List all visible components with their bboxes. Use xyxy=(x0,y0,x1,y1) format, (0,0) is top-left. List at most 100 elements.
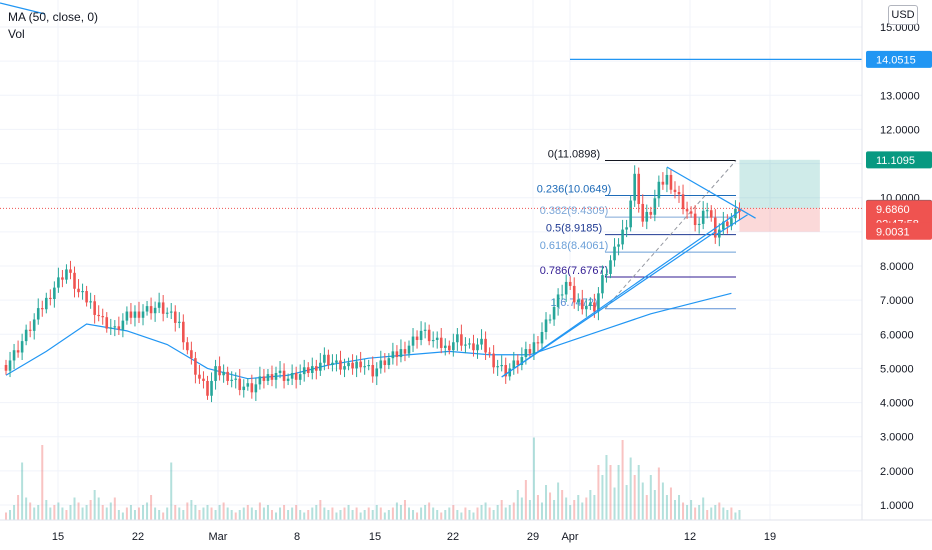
volume-bar xyxy=(516,490,519,520)
volume-bar xyxy=(718,502,721,520)
candle-body xyxy=(452,342,455,351)
candle-body xyxy=(347,362,350,367)
candle-body xyxy=(524,349,528,358)
candle-body xyxy=(464,344,467,346)
candle-body xyxy=(641,203,645,222)
time-tick-label: 12 xyxy=(684,531,696,543)
candle-body xyxy=(109,327,113,329)
candle-body xyxy=(8,360,12,371)
volume-bar xyxy=(496,505,499,520)
volume-bar xyxy=(303,512,306,520)
volume-bar xyxy=(545,485,548,520)
volume-bar xyxy=(154,507,157,520)
candle-body xyxy=(435,337,439,340)
volume-bar xyxy=(158,510,161,520)
volume-bar xyxy=(532,437,535,520)
volume-bar xyxy=(250,507,253,520)
volume-bar xyxy=(121,512,124,520)
candle-body xyxy=(173,311,177,323)
volume-indicator-label[interactable]: Vol xyxy=(8,27,25,41)
candle-body xyxy=(28,329,32,331)
candle-body xyxy=(621,229,624,245)
candle-body xyxy=(24,329,28,342)
volume-bar xyxy=(355,507,358,520)
price-axis[interactable]: 15.000014.000013.000012.000011.000010.00… xyxy=(861,0,932,550)
volume-bar xyxy=(472,512,475,520)
volume-bar xyxy=(412,510,415,520)
currency-button[interactable]: USD xyxy=(888,5,918,25)
candle-body xyxy=(129,311,133,318)
volume-bar xyxy=(492,510,495,520)
candle-body xyxy=(274,372,278,380)
candle-body xyxy=(61,277,64,280)
candle-body xyxy=(613,246,616,261)
volume-bar xyxy=(468,510,471,520)
volume-bar xyxy=(113,497,116,520)
volume-bar xyxy=(444,510,447,520)
candle-body xyxy=(419,330,423,340)
volume-bar xyxy=(645,495,648,520)
candle-body xyxy=(165,312,169,314)
volume-bar xyxy=(637,465,640,520)
candle-body xyxy=(520,357,524,366)
candle-body xyxy=(53,287,56,300)
price-tick-label: 12.0000 xyxy=(880,124,920,136)
volume-bar xyxy=(230,510,233,520)
volume-bar xyxy=(690,500,693,520)
volume-bar xyxy=(577,495,580,520)
fib-level-label: 0.236(10.0649) xyxy=(537,183,612,195)
candle-body xyxy=(214,366,217,381)
volume-bar xyxy=(242,507,245,520)
time-axis[interactable]: 15 22 Mar 8 15 22 29 Apr 12 19 xyxy=(0,519,932,543)
candle-body xyxy=(669,174,673,190)
candle-body xyxy=(391,351,395,359)
volume-bar xyxy=(363,510,366,520)
volume-bar xyxy=(621,440,624,520)
candle-body xyxy=(492,353,495,368)
volume-bar xyxy=(258,502,261,520)
candle-body xyxy=(585,305,588,310)
volume-bar xyxy=(246,505,249,520)
volume-bar xyxy=(524,480,527,520)
candle-body xyxy=(40,308,44,310)
time-tick-label: 8 xyxy=(294,531,300,543)
fibonacci-retracement[interactable]: 0(11.0898) 0.236(10.0649) 0.382(9.4309) 0.5… xyxy=(537,149,737,310)
candle-body xyxy=(177,321,181,323)
trend-line xyxy=(714,214,748,236)
volume-bar xyxy=(605,455,608,520)
candle-body xyxy=(472,343,475,351)
volume-bar xyxy=(331,507,334,520)
volume-bar xyxy=(299,510,302,520)
volume-bar xyxy=(89,500,92,520)
candle-body xyxy=(601,275,604,294)
volume-bar xyxy=(553,500,556,520)
trend-lines[interactable] xyxy=(501,58,862,378)
candle-body xyxy=(298,374,302,380)
volume-bar xyxy=(653,490,656,520)
price-tag-background xyxy=(866,50,932,68)
candle-body xyxy=(335,360,338,363)
candle-body xyxy=(500,365,503,367)
volume-bar xyxy=(589,490,592,520)
volume-bar xyxy=(440,512,443,520)
candle-body xyxy=(544,319,548,333)
candle-body xyxy=(439,337,443,348)
time-tick-label: 15 xyxy=(52,531,64,543)
volume-bar xyxy=(399,505,402,520)
price-tick-label: 3.0000 xyxy=(880,432,914,444)
candle-body xyxy=(456,334,459,343)
candle-body xyxy=(705,210,709,212)
volume-bar xyxy=(49,507,52,520)
candle-body xyxy=(504,365,508,377)
volume-bar xyxy=(77,502,80,520)
volume-bar xyxy=(101,505,104,520)
candle-body xyxy=(190,350,193,359)
long-position-tool[interactable] xyxy=(739,159,820,232)
volume-bar xyxy=(706,510,709,520)
volume-bar xyxy=(206,505,209,520)
candle-body xyxy=(45,297,48,310)
candle-body xyxy=(153,307,157,314)
ma-indicator-label[interactable]: MA (50, close, 0) xyxy=(8,10,99,24)
